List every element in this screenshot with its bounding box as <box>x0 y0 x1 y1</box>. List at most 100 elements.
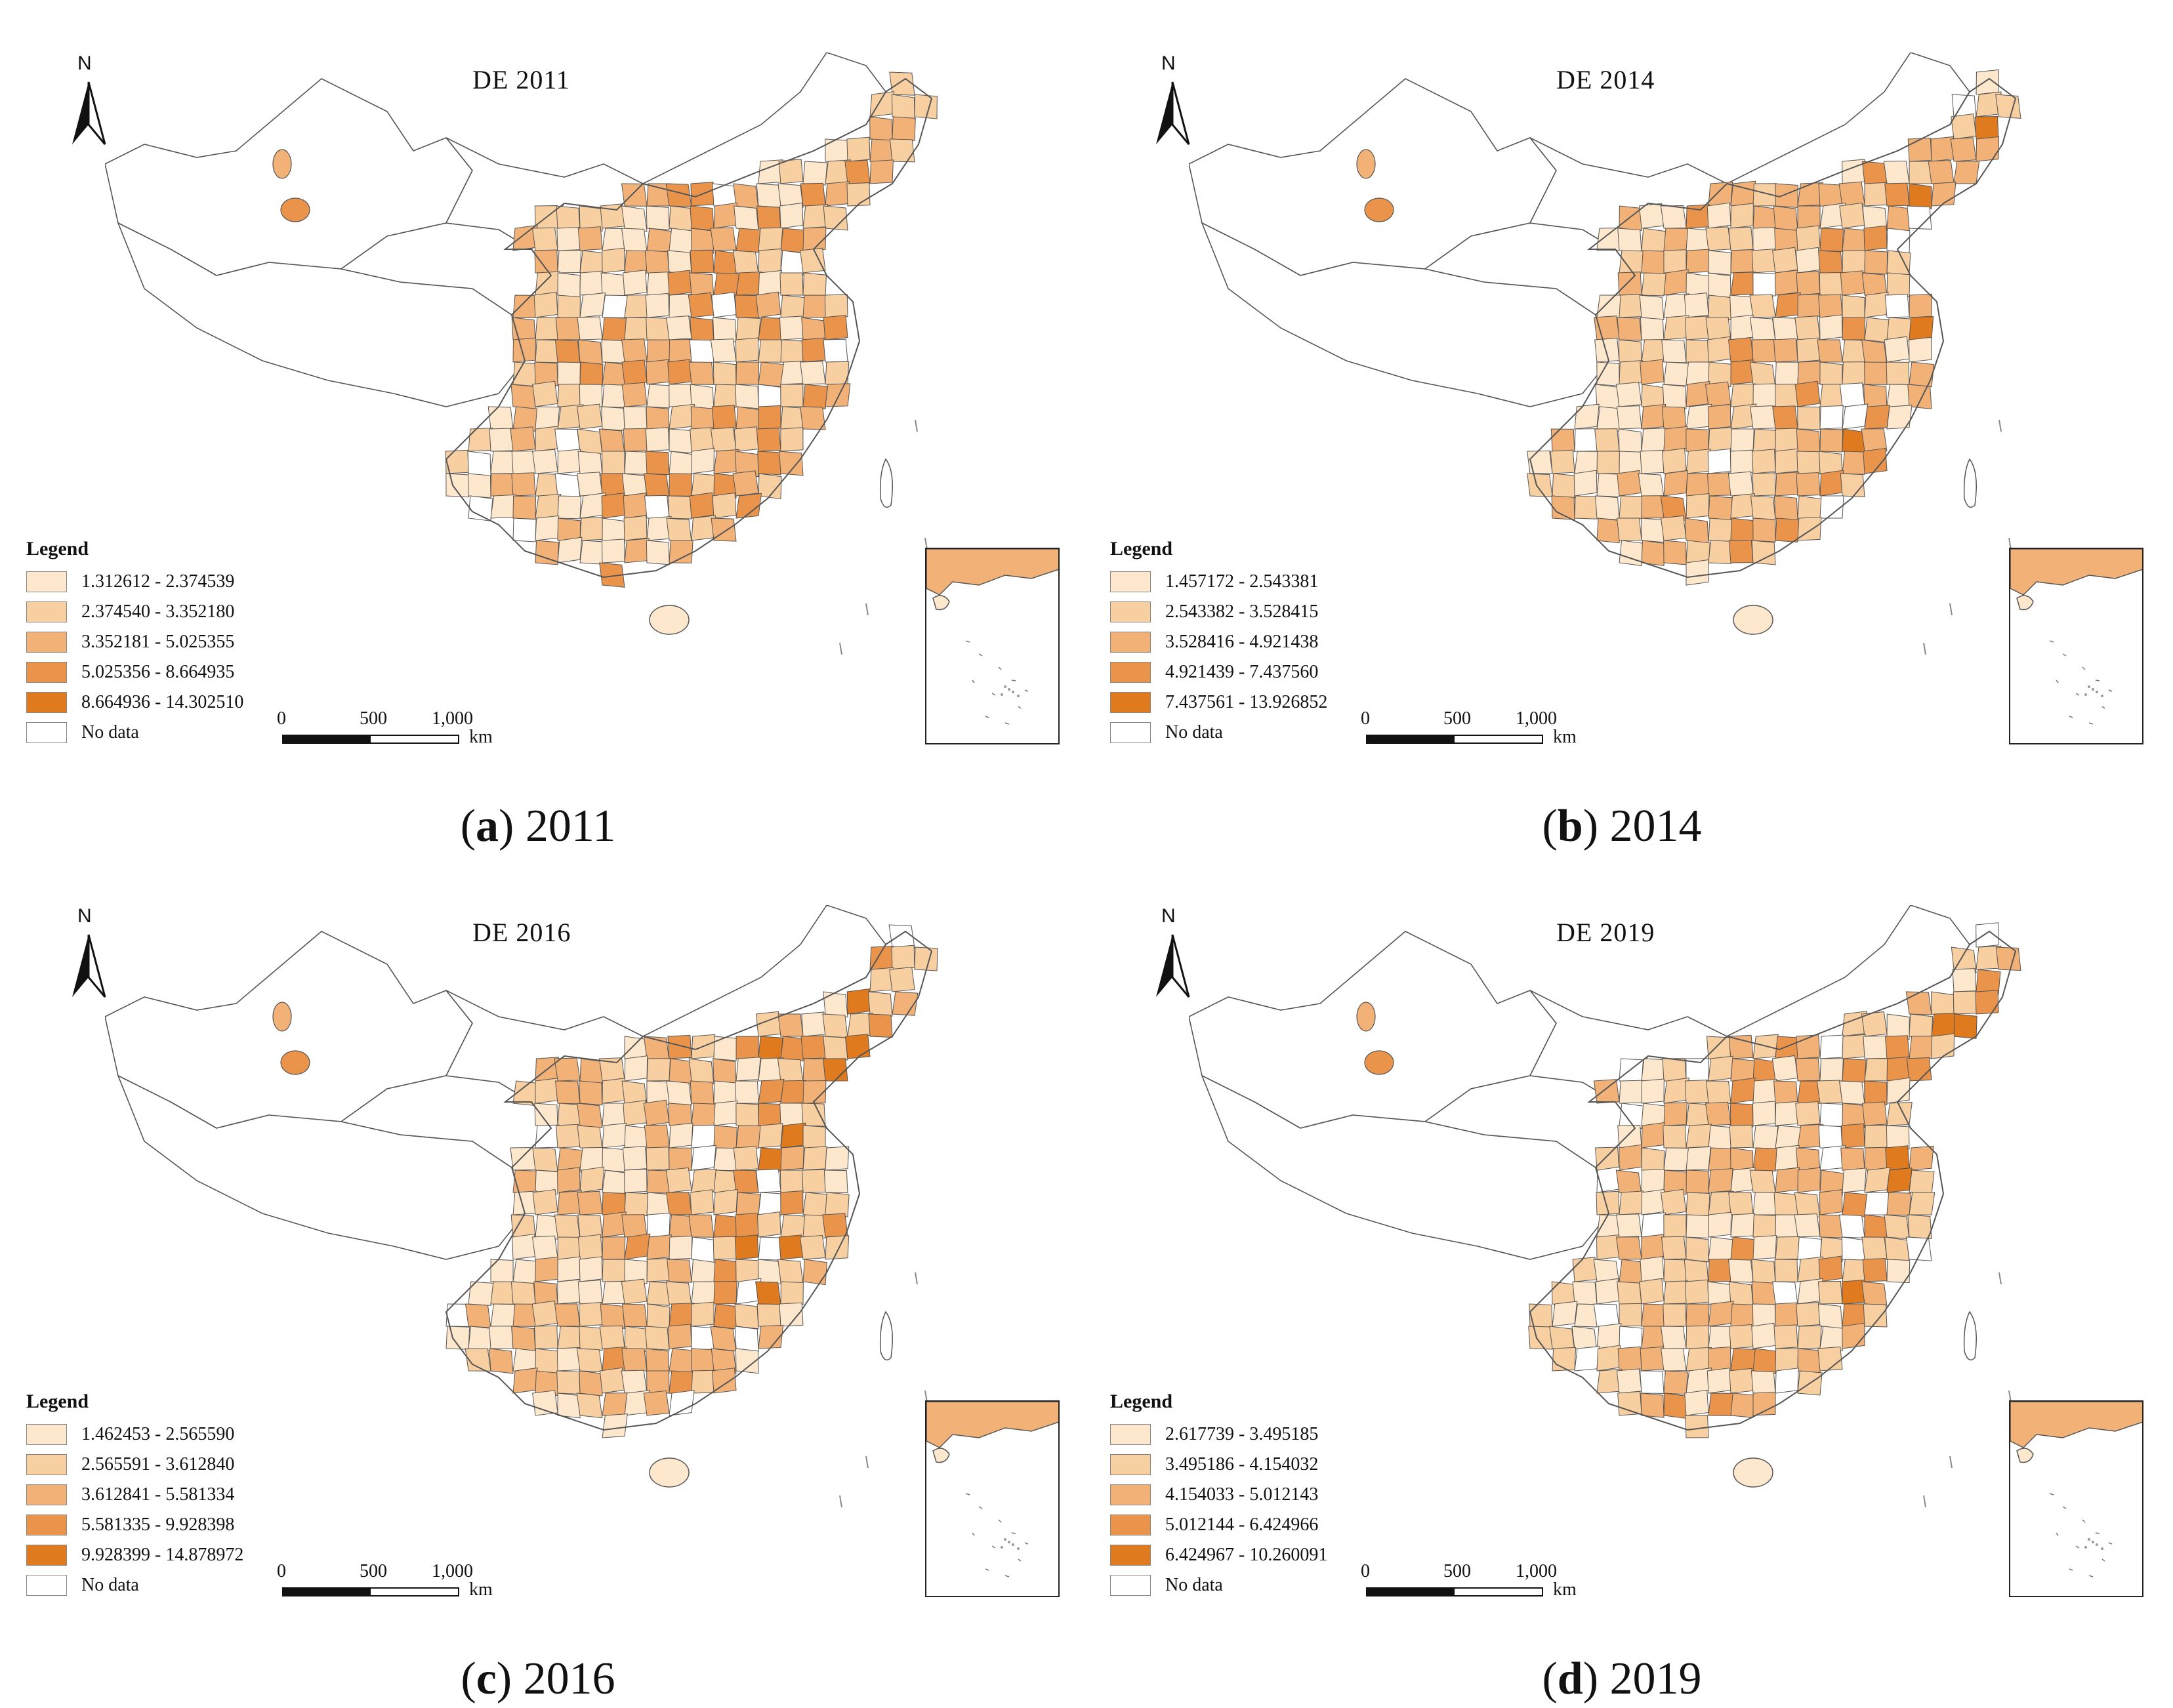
prefecture-region <box>1752 518 1776 542</box>
xinjiang-city-region <box>272 1002 292 1032</box>
prefecture-region <box>644 250 670 275</box>
prefecture-region <box>1619 1190 1644 1215</box>
prefecture-region <box>779 1103 804 1126</box>
legend-label-no-data: No data <box>1165 1575 1223 1595</box>
prefecture-region <box>1550 428 1575 452</box>
prefecture-region <box>621 183 648 207</box>
taiwan-island <box>1923 419 2012 655</box>
prefecture-region <box>1708 540 1733 564</box>
prefecture-region <box>666 1192 692 1215</box>
prefecture-region <box>1928 160 1955 184</box>
western-provinces-no-data <box>1189 905 1970 1260</box>
prefecture-region <box>579 1256 603 1282</box>
prefecture-region <box>1861 161 1888 186</box>
prefecture-region <box>1751 1322 1776 1349</box>
prefecture-region <box>1795 1101 1821 1126</box>
island-mark <box>915 1272 918 1285</box>
prefecture-region <box>532 227 558 251</box>
prefecture-region <box>802 1125 826 1150</box>
prefecture-region <box>669 473 692 497</box>
prefecture-region <box>554 1080 581 1105</box>
prefecture-region <box>802 161 828 186</box>
prefecture-region <box>801 337 826 363</box>
prefecture-region <box>557 1236 581 1260</box>
legend-swatch-class-4 <box>1110 1515 1151 1535</box>
prefecture-region <box>556 1370 581 1395</box>
prefecture-region <box>1641 495 1665 519</box>
prefecture-region <box>757 451 781 476</box>
prefecture-region <box>824 294 848 318</box>
legend-row-class-3: 3.612841 - 5.581334 <box>26 1480 302 1510</box>
legend-swatch-class-2 <box>26 1454 67 1475</box>
map-title: DE 2011 <box>472 65 570 94</box>
prefecture-region <box>1641 228 1666 254</box>
prefecture-region <box>1953 161 1980 184</box>
prefecture-region <box>535 1169 559 1195</box>
prefecture-region <box>1773 205 1798 232</box>
prefecture-region <box>1775 1348 1799 1372</box>
taiwan-island <box>839 419 928 655</box>
prefecture-region <box>1819 1214 1843 1238</box>
prefecture-region <box>1617 1281 1642 1306</box>
prefecture-region <box>577 1214 603 1238</box>
prefecture-region <box>1886 361 1910 385</box>
prefecture-region <box>1596 451 1621 474</box>
prefecture-region <box>669 540 693 563</box>
prefecture-region <box>1840 473 1865 498</box>
south-china-sea-inset <box>2009 1400 2143 1597</box>
prefecture-region <box>1640 1393 1665 1418</box>
prefecture-region <box>487 406 514 430</box>
panel-caption: (c) 2016 <box>461 1654 615 1704</box>
prefecture-region <box>1775 1368 1799 1394</box>
prefecture-region <box>734 1080 759 1104</box>
prefecture-region <box>758 339 783 363</box>
prefecture-region <box>624 538 650 563</box>
prefecture-region <box>1730 1393 1756 1418</box>
prefecture-region <box>1574 1303 1601 1328</box>
prefecture-region <box>1663 1303 1687 1327</box>
prefecture-region <box>646 1258 671 1282</box>
legend-label-class-3: 3.352181 - 5.025355 <box>81 632 235 652</box>
prefecture-region <box>1708 1168 1733 1193</box>
prefecture-region <box>1619 294 1644 318</box>
scale-label-0: 0 <box>1361 1561 1370 1581</box>
prefecture-region <box>579 1166 605 1193</box>
prefecture-region <box>690 1080 714 1105</box>
prefecture-region <box>1663 1259 1687 1283</box>
prefecture-region <box>1796 337 1821 363</box>
prefecture-region <box>1708 181 1733 207</box>
prefecture-region <box>1572 1281 1598 1305</box>
prefecture-region <box>1663 1169 1687 1195</box>
prefecture-region <box>621 359 648 385</box>
prefecture-region <box>1775 183 1798 209</box>
prefecture-region <box>510 1281 536 1307</box>
prefecture-region <box>577 1103 603 1129</box>
prefecture-region <box>758 1147 784 1172</box>
prefecture-region <box>1774 1259 1798 1282</box>
prefecture-region <box>512 495 537 519</box>
legend-label-class-2: 3.495186 - 4.154032 <box>1165 1454 1319 1474</box>
prefecture-region <box>1772 1281 1798 1305</box>
prefecture-region <box>1730 1303 1755 1328</box>
prefecture-region <box>1618 428 1642 455</box>
prefecture-region <box>557 361 581 386</box>
map-title: DE 2016 <box>472 918 571 947</box>
prefecture-region <box>1574 403 1600 430</box>
prefecture-region <box>557 384 582 407</box>
legend-row-no-data: No data <box>1110 718 1386 748</box>
prefecture-region <box>1730 314 1754 340</box>
prefecture-region <box>556 1347 581 1372</box>
legend-swatch-class-1 <box>26 1424 67 1445</box>
prefecture-region <box>624 1055 648 1082</box>
prefecture-region <box>602 247 625 274</box>
prefecture-region <box>758 1192 784 1217</box>
prefecture-region <box>777 1259 804 1284</box>
prefecture-region <box>1931 1013 1957 1037</box>
prefecture-region <box>1684 293 1709 318</box>
prefecture-region <box>825 181 850 207</box>
prefecture-region <box>825 361 850 385</box>
prefecture-region <box>1906 1057 1932 1082</box>
prefecture-region <box>623 406 648 430</box>
island-mark <box>865 1455 869 1469</box>
prefecture-region <box>756 205 781 230</box>
